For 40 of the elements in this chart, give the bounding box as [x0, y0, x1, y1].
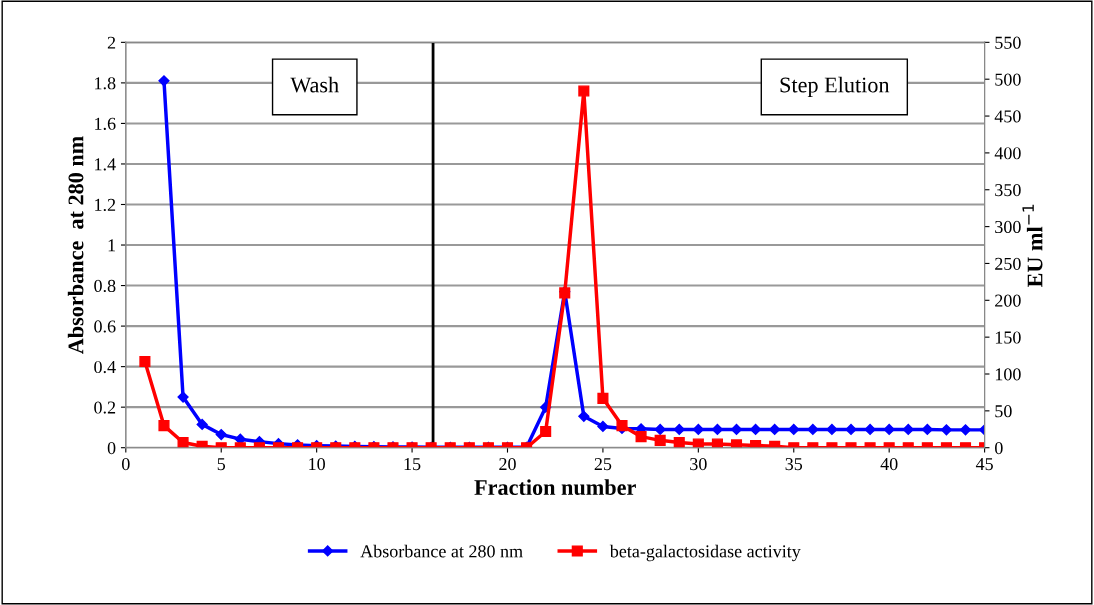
annotation: Step Elution	[780, 76, 890, 98]
y2-tick-label: 450	[994, 110, 1021, 123]
x-tick-label: 35	[785, 457, 803, 471]
x-tick-label: 5	[217, 458, 226, 471]
y2-tick-label: 100	[995, 368, 1021, 381]
y-tick-label: 0.2	[94, 401, 116, 414]
legend-label: beta-galactosidase activity	[609, 544, 801, 562]
x-tick-label: 40	[880, 457, 898, 471]
x-tick-label: 20	[499, 457, 516, 471]
x-tick-label: 10	[309, 457, 325, 471]
y-tick-label: 0	[107, 441, 116, 455]
x-tick-label: 45	[975, 458, 993, 471]
y2-tick-label: 150	[995, 331, 1021, 344]
x-tick-label: 15	[404, 458, 421, 471]
y-tick-label: 1.8	[95, 77, 116, 90]
legend-label: Absorbance at 280 nm	[360, 544, 523, 558]
y-tick-label: 1.4	[95, 158, 116, 171]
y2-tick-label: 250	[995, 257, 1021, 270]
y2-tick-label: 300	[995, 220, 1021, 234]
x-tick-label: 25	[594, 457, 612, 471]
annotation: Wash	[290, 76, 339, 93]
y2-tick-label: 400	[994, 147, 1021, 160]
y2-tick-label: 500	[995, 73, 1021, 86]
y-tick-label: 1.2	[95, 198, 116, 212]
y2-axis-title: EU ml$^{−1}$	[1022, 204, 1043, 288]
x-tick-label: 0	[121, 457, 130, 471]
y-axis-title: Absorbance at 280 nm	[67, 136, 84, 355]
y-tick-label: 2	[107, 36, 116, 49]
y2-tick-label: 0	[995, 441, 1003, 455]
y2-tick-label: 50	[995, 405, 1012, 418]
y2-tick-label: 350	[995, 184, 1021, 197]
y-tick-label: 0.8	[94, 279, 116, 293]
x-tick-label: 30	[690, 457, 707, 471]
y-tick-label: 1.6	[95, 117, 116, 130]
y-tick-label: 1	[108, 239, 115, 252]
x-axis-title: Fraction number	[474, 479, 636, 496]
y-tick-label: 0.4	[94, 360, 116, 374]
y2-tick-label: 550	[995, 36, 1021, 49]
y-tick-label: 0.6	[94, 320, 116, 333]
y2-tick-label: 200	[995, 294, 1021, 307]
